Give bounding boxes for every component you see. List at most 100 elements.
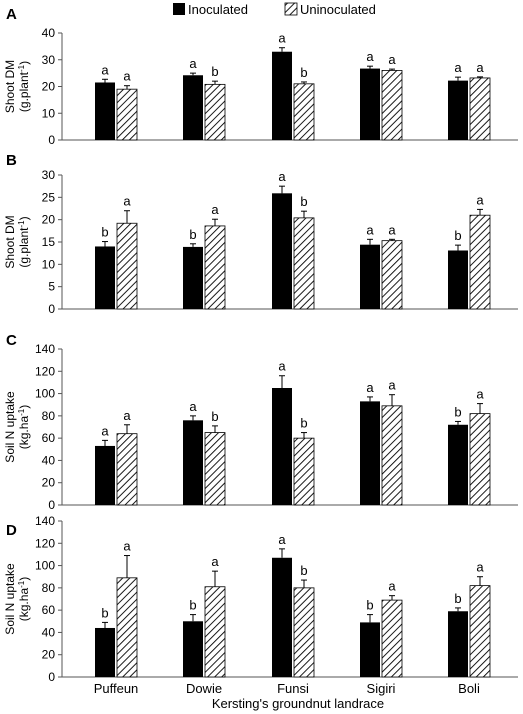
y-tick-label: 20 [42, 80, 56, 94]
panel-label: B [6, 152, 17, 169]
x-tick-label: Boli [458, 681, 480, 696]
y-tick-label: 30 [42, 53, 56, 67]
bar-uninoculated [204, 83, 226, 141]
bar-inoculated [95, 445, 115, 505]
y-tick-label: 120 [35, 536, 55, 550]
y-tick-label: 0 [48, 670, 55, 684]
bar-inoculated [272, 193, 292, 309]
x-tick-label: Funsi [277, 681, 309, 696]
y-tick-label: 120 [35, 364, 55, 378]
bar-uninoculated [204, 225, 226, 310]
y-tick-label: 0 [48, 498, 55, 512]
significance-letter: a [189, 399, 197, 414]
significance-letter: a [123, 408, 131, 423]
bar-inoculated [448, 424, 468, 505]
y-tick-label: 80 [42, 581, 56, 595]
y-axis-title-line2: (g.plant-1) [17, 216, 32, 267]
significance-letter: a [123, 69, 131, 84]
y-tick-label: 20 [42, 213, 56, 227]
bar-inoculated [360, 622, 380, 677]
significance-letter: b [454, 591, 461, 606]
significance-letter: a [278, 31, 286, 46]
legend-swatch-uninoculated [284, 2, 298, 16]
y-tick-label: 5 [48, 280, 55, 294]
legend-label-uninoculated: Uninoculated [300, 2, 376, 17]
bar-inoculated [95, 82, 115, 140]
significance-letter: a [476, 387, 484, 402]
panel-d: D 0 20 40 60 80 100 120 140 Soil N uptake (kg.ha-1… [3, 514, 518, 696]
bar-uninoculated [469, 585, 491, 678]
bar-uninoculated [469, 77, 491, 141]
bar-inoculated [183, 420, 203, 505]
y-tick-label: 10 [42, 257, 56, 271]
significance-letter: a [388, 579, 396, 594]
significance-letter: b [211, 409, 218, 424]
x-tick-label: Puffeun [94, 681, 139, 696]
y-tick-label: 20 [42, 648, 56, 662]
y-tick-label: 40 [42, 26, 56, 40]
bar-uninoculated [293, 83, 315, 141]
bar-uninoculated [204, 586, 226, 678]
y-tick-label: 40 [42, 453, 56, 467]
bar-uninoculated [293, 437, 315, 506]
y-tick-label: 20 [42, 476, 56, 490]
bar-inoculated [95, 246, 115, 309]
significance-letter: b [211, 64, 218, 79]
significance-letter: a [211, 554, 219, 569]
panel-label: A [6, 6, 17, 23]
bar-inoculated [183, 75, 203, 140]
significance-letter: a [454, 60, 462, 75]
y-axis-title-line1: Shoot DM [3, 60, 17, 113]
y-axis-title-line2: (kg.ha-1) [17, 405, 32, 449]
y-tick-label: 60 [42, 603, 56, 617]
significance-letter: a [388, 222, 396, 237]
y-tick-label: 60 [42, 431, 56, 445]
x-tick-label: Dowie [186, 681, 222, 696]
bar-inoculated [272, 388, 292, 505]
legend-label-inoculated: Inoculated [188, 2, 248, 17]
significance-letter: a [123, 539, 131, 554]
significance-letter: b [101, 605, 108, 620]
bar-uninoculated [381, 70, 403, 141]
significance-letter: a [366, 222, 374, 237]
bar-inoculated [448, 611, 468, 677]
bar-uninoculated [469, 214, 491, 310]
significance-letter: b [300, 563, 307, 578]
significance-letter: a [278, 359, 286, 374]
significance-letter: a [388, 52, 396, 67]
y-tick-label: 0 [48, 133, 55, 147]
y-axis-title-line1: Shoot DM [3, 215, 17, 268]
bar-uninoculated [381, 240, 403, 310]
significance-letter: b [300, 65, 307, 80]
y-axis-title-line1: Soil N uptake [3, 391, 17, 463]
y-axis-title-line2: (g.plant-1) [17, 61, 32, 112]
significance-letter: b [366, 598, 373, 613]
x-tick-label: Sigiri [367, 681, 396, 696]
y-tick-label: 100 [35, 387, 55, 401]
significance-letter: b [454, 404, 461, 419]
significance-letter: b [300, 416, 307, 431]
bar-uninoculated [116, 222, 138, 310]
bar-inoculated [272, 557, 292, 677]
significance-letter: a [211, 202, 219, 217]
significance-letter: a [388, 378, 396, 393]
bar-uninoculated [381, 599, 403, 678]
bar-uninoculated [116, 577, 138, 678]
y-tick-label: 15 [42, 235, 56, 249]
bar-uninoculated [293, 217, 315, 310]
significance-letter: a [476, 192, 484, 207]
significance-letter: a [366, 49, 374, 64]
y-tick-label: 100 [35, 559, 55, 573]
significance-letter: b [101, 225, 108, 240]
bar-inoculated [183, 246, 203, 309]
significance-letter: b [454, 228, 461, 243]
panel-label: C [6, 332, 17, 349]
bar-inoculated [95, 627, 115, 677]
x-axis-title: Kersting's groundnut landrace [212, 696, 384, 711]
significance-letter: a [476, 560, 484, 575]
bar-uninoculated [116, 433, 138, 506]
y-axis-title-line1: Soil N uptake [3, 563, 17, 635]
